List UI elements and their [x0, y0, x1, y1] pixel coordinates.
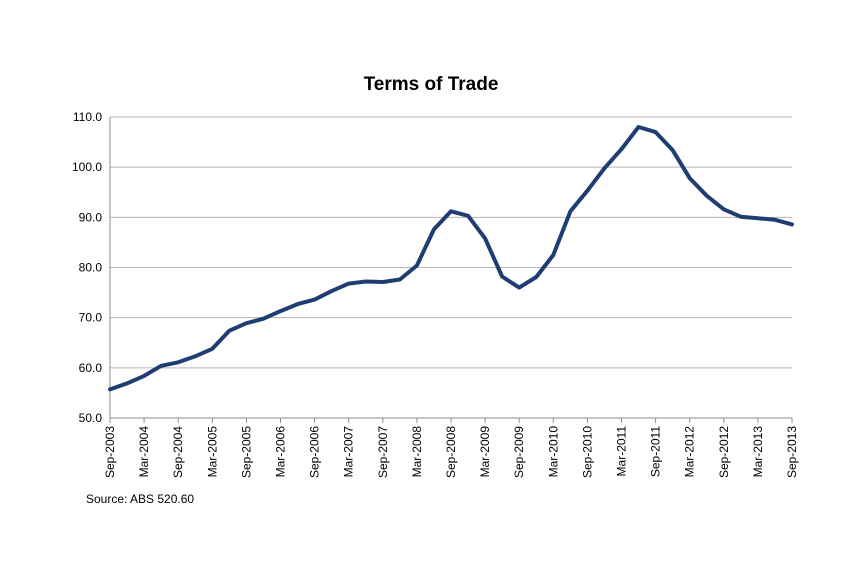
x-tick-label: Sep-2003 — [103, 426, 117, 478]
x-tick-layer: Sep-2003 Mar-2004 Sep-2004 Mar-2005 Sep-2005… — [103, 426, 799, 478]
data-point — [176, 360, 180, 364]
data-point — [705, 194, 709, 198]
x-tick-label: Mar-2006 — [274, 426, 288, 478]
y-tick-label: 60.0 — [79, 361, 103, 375]
data-point — [773, 218, 777, 222]
data-point — [193, 354, 197, 358]
x-tick-label: Mar-2011 — [615, 426, 629, 477]
y-tick-label: 110.0 — [73, 110, 102, 124]
x-tick-label: Mar-2009 — [478, 426, 492, 478]
data-point — [603, 166, 606, 170]
data-point — [125, 381, 129, 385]
data-point — [551, 253, 555, 257]
y-tick-layer: 50.0 60.0 70.0 80.0 90.0 100.0 110.0 — [72, 110, 102, 425]
data-point — [790, 222, 794, 226]
data-point — [756, 216, 760, 220]
data-point — [159, 364, 163, 368]
data-point — [347, 282, 351, 286]
axis-layer — [109, 117, 793, 423]
x-tick-label: Sep-2005 — [239, 426, 253, 478]
data-point — [534, 275, 538, 279]
data-point — [483, 236, 487, 240]
data-point — [415, 264, 419, 267]
data-point — [722, 207, 726, 211]
data-point — [739, 215, 743, 219]
data-point — [142, 374, 146, 378]
data-point — [227, 329, 231, 333]
y-tick-label: 90.0 — [79, 210, 103, 224]
x-tick-label: Mar-2012 — [683, 426, 697, 478]
data-point — [466, 214, 470, 218]
data-point — [330, 289, 334, 293]
y-tick-label: 80.0 — [79, 261, 103, 275]
data-point — [688, 176, 692, 180]
data-point — [517, 286, 521, 290]
series-layer — [108, 125, 794, 392]
data-point — [500, 275, 504, 278]
x-tick-label: Mar-2010 — [546, 426, 560, 478]
data-point — [261, 317, 265, 321]
y-tick-label: 100.0 — [72, 160, 102, 174]
data-point — [449, 209, 453, 213]
grid-layer — [110, 116, 792, 369]
data-point — [637, 125, 640, 129]
x-tick-label: Mar-2005 — [205, 426, 219, 478]
data-point — [398, 278, 402, 281]
x-tick-label: Sep-2012 — [717, 426, 731, 478]
data-point — [432, 227, 436, 231]
x-tick-label: Sep-2009 — [512, 426, 526, 478]
data-point — [364, 280, 368, 283]
data-point — [654, 130, 658, 134]
data-point — [313, 298, 317, 302]
x-tick-label: Sep-2006 — [308, 426, 322, 478]
y-tick-label: 50.0 — [79, 411, 103, 425]
x-tick-label: Mar-2004 — [137, 426, 151, 478]
data-point — [296, 302, 300, 306]
x-tick-label: Mar-2008 — [410, 426, 424, 478]
data-point — [244, 321, 248, 325]
chart-title: Terms of Trade — [364, 74, 499, 95]
x-tick-label: Sep-2010 — [580, 426, 594, 478]
x-tick-label: Sep-2008 — [444, 426, 458, 478]
x-tick-label: Sep-2013 — [785, 426, 799, 478]
x-tick-label: Sep-2007 — [376, 426, 390, 478]
source-note: Source: ABS 520.60 — [86, 492, 194, 506]
data-point — [620, 147, 623, 151]
x-tick-label: Sep-2011 — [649, 426, 663, 477]
data-point — [381, 280, 385, 284]
data-point — [279, 309, 282, 313]
x-tick-label: Sep-2004 — [171, 426, 185, 478]
data-point — [671, 148, 675, 152]
x-tick-label: Mar-2013 — [751, 426, 765, 478]
x-tick-label: Mar-2007 — [342, 426, 356, 478]
data-point — [108, 387, 112, 391]
data-point — [210, 347, 214, 351]
data-point — [585, 189, 589, 193]
y-tick-label: 70.0 — [79, 311, 103, 325]
data-point — [568, 209, 572, 213]
